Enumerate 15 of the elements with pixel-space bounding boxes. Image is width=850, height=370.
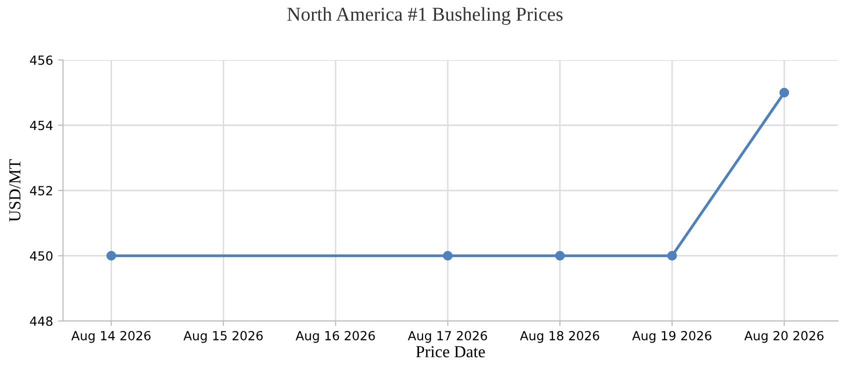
y-tick-label: 448 [30,316,52,326]
x-tick-label: Aug 20 2026 [744,330,824,343]
chart-title: North America #1 Busheling Prices [287,7,563,25]
y-tick-label: 454 [30,120,53,130]
y-axis-title: USD/MT [9,159,20,222]
y-tick-label: 450 [30,251,52,261]
x-tick-label: Aug 17 2026 [408,330,488,343]
x-tick-label: Aug 14 2026 [71,330,151,343]
y-tick-label: 456 [30,55,52,65]
x-axis-title: Price Date [416,346,485,358]
x-tick-label: Aug 19 2026 [632,330,712,343]
x-tick-label: Aug 16 2026 [296,330,375,343]
y-tick-label: 452 [30,186,52,196]
x-tick-label: Aug 18 2026 [520,330,600,343]
x-tick-label: Aug 15 2026 [184,330,263,343]
